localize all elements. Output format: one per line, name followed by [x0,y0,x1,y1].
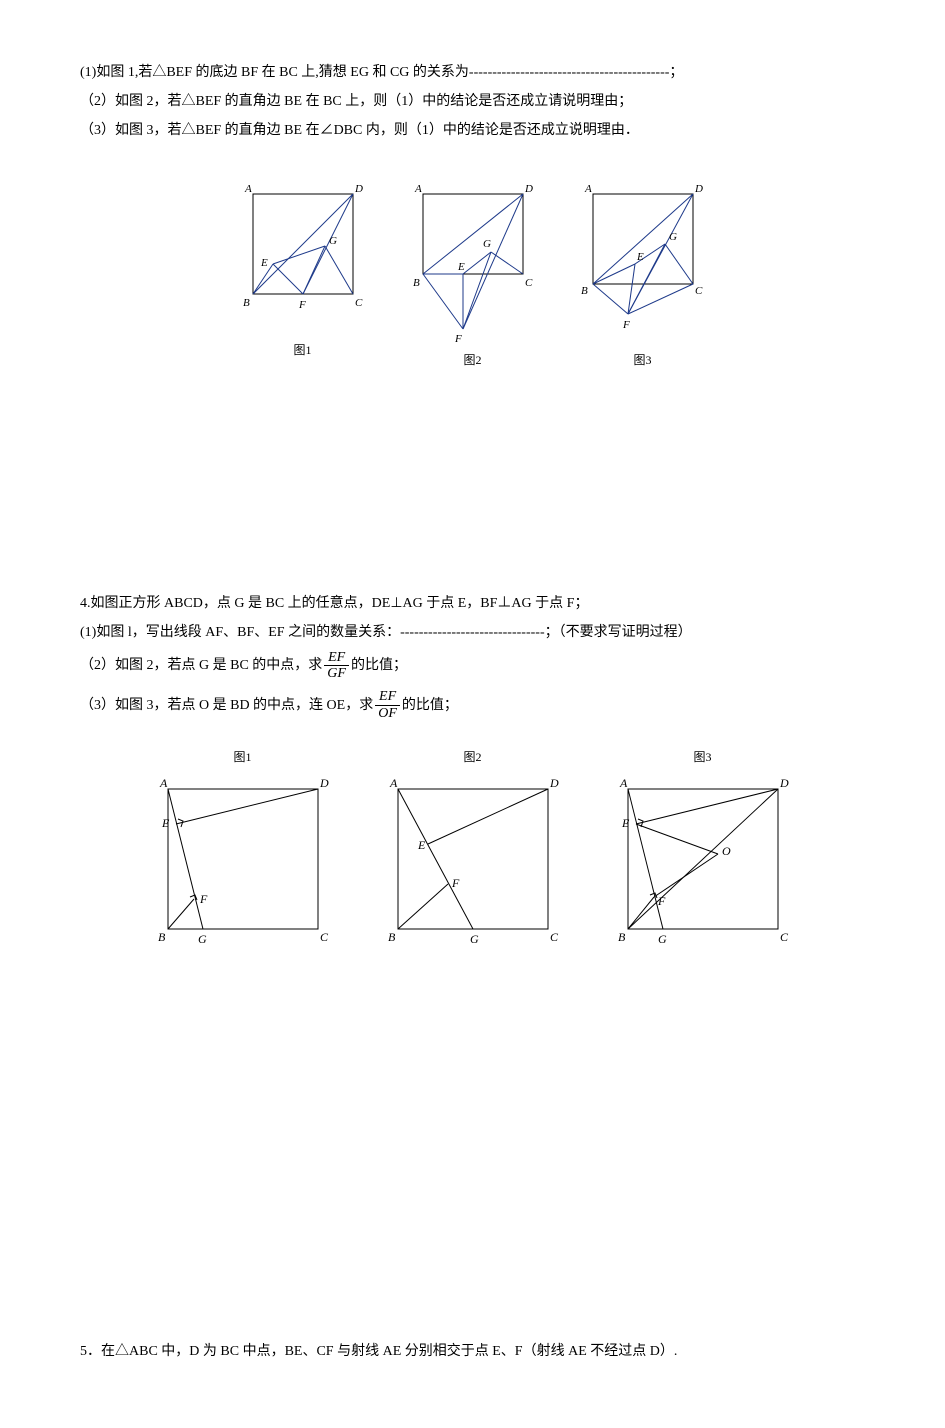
p4-part2: （2）如图 2，若点 G 是 BC 的中点，求 EF GF 的比值； [80,650,865,682]
p4-part2-prefix: （2）如图 2，若点 G 是 BC 的中点，求 [80,653,322,678]
p4-intro: 4.如图正方形 ABCD，点 G 是 BC 上的任意点，DE⊥AG 于点 E，B… [80,591,865,616]
svg-text:D: D [549,776,559,790]
p4-fig3-caption: 图3 [608,747,798,769]
p3-figure3: A D B C E F G 图3 [573,174,713,372]
svg-text:D: D [779,776,789,790]
p3-line1: (1)如图 1,若△BEF 的底边 BF 在 BC 上,猜想 EG 和 CG 的… [80,60,865,85]
p3-fig3-caption: 图3 [573,350,713,372]
p4-fig1-svg: A D B C G E F [148,769,338,949]
svg-text:A: A [619,776,628,790]
p4-frac3-num: EF [375,689,400,705]
svg-text:G: G [658,932,667,946]
svg-text:G: G [198,932,207,946]
p4-figure2: 图2 A D B C G E F [378,741,568,949]
svg-text:C: C [550,930,559,944]
p4-figure3: 图3 A D B C G E F O [608,741,798,949]
svg-text:C: C [525,277,533,289]
svg-text:B: B [388,930,396,944]
svg-text:D: D [694,183,703,195]
p4-figures-row: 图1 A D B C G E F 图2 [80,741,865,949]
p4-part3-prefix: （3）如图 3，若点 O 是 BD 的中点，连 OE，求 [80,693,373,718]
svg-text:G: G [483,238,491,250]
p3-fig3-svg: A D B C E F G [573,174,713,344]
svg-text:D: D [319,776,329,790]
p3-line3: （3）如图 3，若△BEF 的直角边 BE 在∠DBC 内，则（1）中的结论是否… [80,118,865,143]
svg-text:E: E [636,251,644,263]
p4-frac2: EF GF [324,650,349,682]
svg-text:F: F [622,319,630,331]
p5-text: 5．在△ABC 中，D 为 BC 中点，BE、CF 与射线 AE 分别相交于点 … [80,1339,865,1364]
svg-text:E: E [621,816,630,830]
svg-text:O: O [722,844,731,858]
svg-text:G: G [669,231,677,243]
p4-fig3-svg: A D B C G E F O [608,769,798,949]
p4-part2-suffix: 的比值； [351,653,407,678]
p4-frac3-den: OF [375,706,400,721]
p4-figure1: 图1 A D B C G E F [148,741,338,949]
svg-text:E: E [260,257,268,269]
p3-line1-text: (1)如图 1,若△BEF 的底边 BF 在 BC 上,猜想 EG 和 CG 的… [80,65,469,80]
p3-line1-dash: ----------------------------------------… [469,65,669,80]
p3-fig1-svg: A D B C E F G [233,174,373,334]
gap1 [80,421,865,591]
p4-part1: (1)如图 l，写出线段 AF、BF、EF 之间的数量关系：----------… [80,620,865,645]
svg-text:D: D [524,183,533,195]
p4-part3-suffix: 的比值； [402,693,458,718]
p3-line2: （2）如图 2，若△BEF 的直角边 BE 在 BC 上，则（1）中的结论是否还… [80,89,865,114]
p3-figures-row: A D B C E F G 图1 [80,174,865,372]
svg-text:B: B [243,297,250,309]
svg-text:B: B [158,930,166,944]
svg-text:G: G [470,932,479,946]
svg-text:F: F [298,299,306,311]
svg-text:A: A [414,183,422,195]
p4-part1-suffix: ；（不要求写证明过程） [545,625,692,640]
p3-fig2-caption: 图2 [403,350,543,372]
svg-text:C: C [355,297,363,309]
p4-fig2-caption: 图2 [378,747,568,769]
p3-figure1: A D B C E F G 图1 [233,174,373,372]
svg-text:B: B [581,285,588,297]
svg-text:F: F [451,876,460,890]
svg-text:F: F [454,333,462,344]
svg-text:B: B [413,277,420,289]
gap2 [80,999,865,1339]
p4-part1-dash: ------------------------------- [400,625,545,640]
p4-part1-prefix: (1)如图 l，写出线段 AF、BF、EF 之间的数量关系： [80,625,400,640]
p4-frac2-den: GF [324,666,349,681]
svg-text:A: A [389,776,398,790]
p3-figure2: A D B C E F G 图2 [403,174,543,372]
p4-frac2-num: EF [324,650,349,666]
svg-text:E: E [161,816,170,830]
p4-frac3: EF OF [375,689,400,721]
p4-fig2-svg: A D B C G E F [378,769,568,949]
svg-text:C: C [320,930,329,944]
svg-text:C: C [780,930,789,944]
svg-text:A: A [244,183,252,195]
p3-line1-semi: ； [669,65,683,80]
p3-fig2-svg: A D B C E F G [403,174,543,344]
svg-text:E: E [457,261,465,273]
p4-part3: （3）如图 3，若点 O 是 BD 的中点，连 OE，求 EF OF 的比值； [80,689,865,721]
svg-text:B: B [618,930,626,944]
svg-text:F: F [199,892,208,906]
svg-text:D: D [354,183,363,195]
svg-text:G: G [329,235,337,247]
svg-text:C: C [695,285,703,297]
svg-text:A: A [159,776,168,790]
p3-fig1-caption: 图1 [233,340,373,362]
svg-text:E: E [417,838,426,852]
svg-text:A: A [584,183,592,195]
svg-text:F: F [657,894,666,908]
p4-fig1-caption: 图1 [148,747,338,769]
